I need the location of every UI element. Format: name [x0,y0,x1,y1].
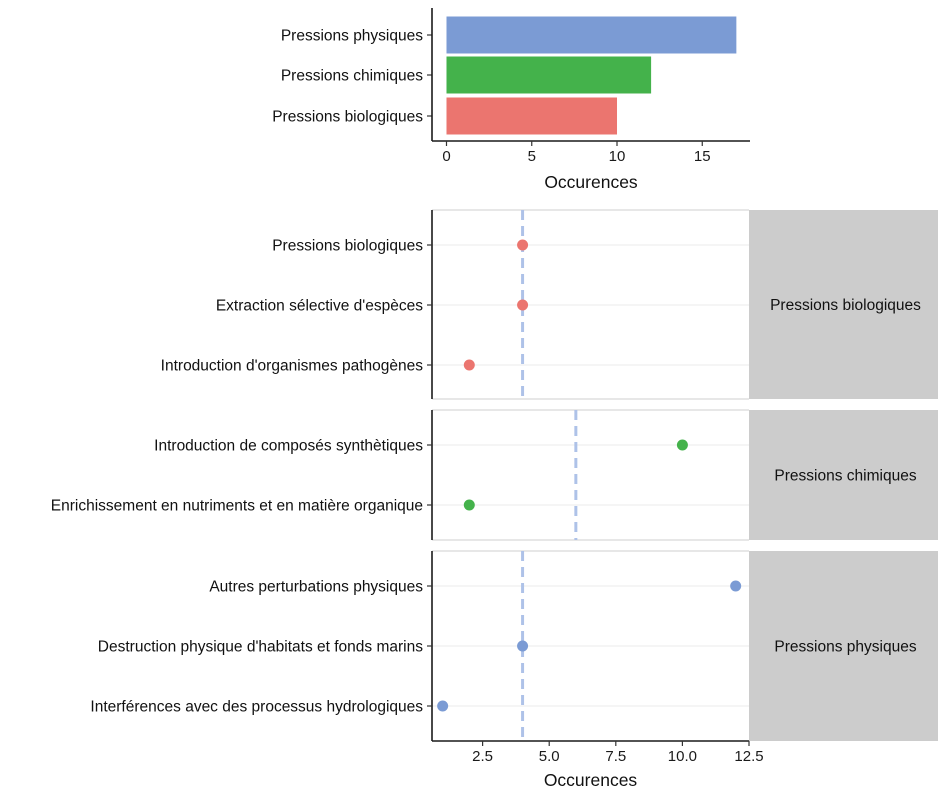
facet-category-label: Introduction d'organismes pathogènes [161,358,424,375]
facet-strip-label: Pressions biologiques [770,297,921,314]
facet-strip-label: Pressions chimiques [774,468,916,485]
bar-2 [446,56,652,94]
facet-category-label: Introduction de composés synthètiques [154,438,423,455]
bar-x-tick-label: 15 [694,148,711,165]
dot-x-tick-label: 2.5 [472,748,493,765]
bar-category-label: Pressions physiques [281,28,423,45]
bar-category-label: Pressions biologiques [272,109,423,126]
facet-category-label: Interférences avec des processus hydrolo… [90,699,423,716]
facet-category-label: Autres perturbations physiques [209,579,423,596]
facet-category-label: Enrichissement en nutriments et en matiè… [51,498,423,515]
bar-category-label: Pressions chimiques [281,68,423,85]
data-point [463,499,475,511]
facet-strip-3 [749,551,938,741]
facet-strip-2 [749,410,938,540]
data-point [730,580,742,592]
facet-category-label: Destruction physique d'habitats et fonds… [98,639,423,656]
facet-panel-2 [432,410,749,540]
data-point [517,640,529,652]
facet-category-label: Pressions biologiques [272,238,423,255]
bar-1 [446,16,737,54]
bar-3 [446,97,618,135]
bar-x-tick-label: 0 [442,148,450,165]
dot-x-tick-label: 7.5 [605,748,626,765]
facet-category-label: Extraction sélective d'espèces [216,298,423,315]
dot-x-tick-label: 5.0 [539,748,560,765]
data-point [676,439,688,451]
facet-strip-label: Pressions physiques [774,639,916,656]
bar-x-axis-title: Occurences [544,172,638,192]
bar-x-tick-label: 10 [609,148,626,165]
dot-x-tick-label: 12.5 [734,748,763,765]
data-point [437,700,449,712]
dot-x-axis-title: Occurences [544,770,638,790]
facet-strip-1 [749,210,938,399]
bar-x-tick-label: 5 [528,148,536,165]
data-point [517,239,529,251]
data-point [517,299,529,311]
dot-x-tick-label: 10.0 [668,748,697,765]
data-point [463,359,475,371]
